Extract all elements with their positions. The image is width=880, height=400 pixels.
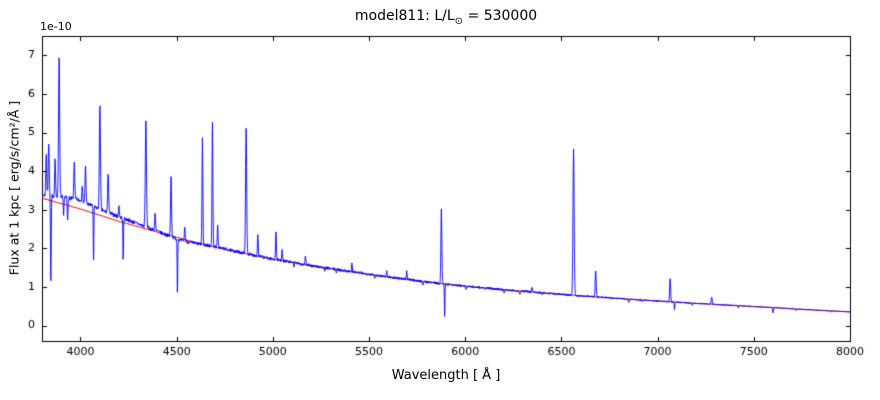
y-axis-label: Flux at 1 kpc [ erg/s/cm²/Å ] xyxy=(6,100,22,276)
chart-title-prefix: model811: L/L xyxy=(354,8,455,24)
y-offset-label: 1e-10 xyxy=(40,20,72,33)
chart-title: model811: L/L⊙ = 530000 xyxy=(42,8,850,27)
sun-symbol: ⊙ xyxy=(454,15,464,27)
x-axis-label: Wavelength [ Å ] xyxy=(391,368,501,383)
chart-title-suffix: = 530000 xyxy=(463,8,538,24)
